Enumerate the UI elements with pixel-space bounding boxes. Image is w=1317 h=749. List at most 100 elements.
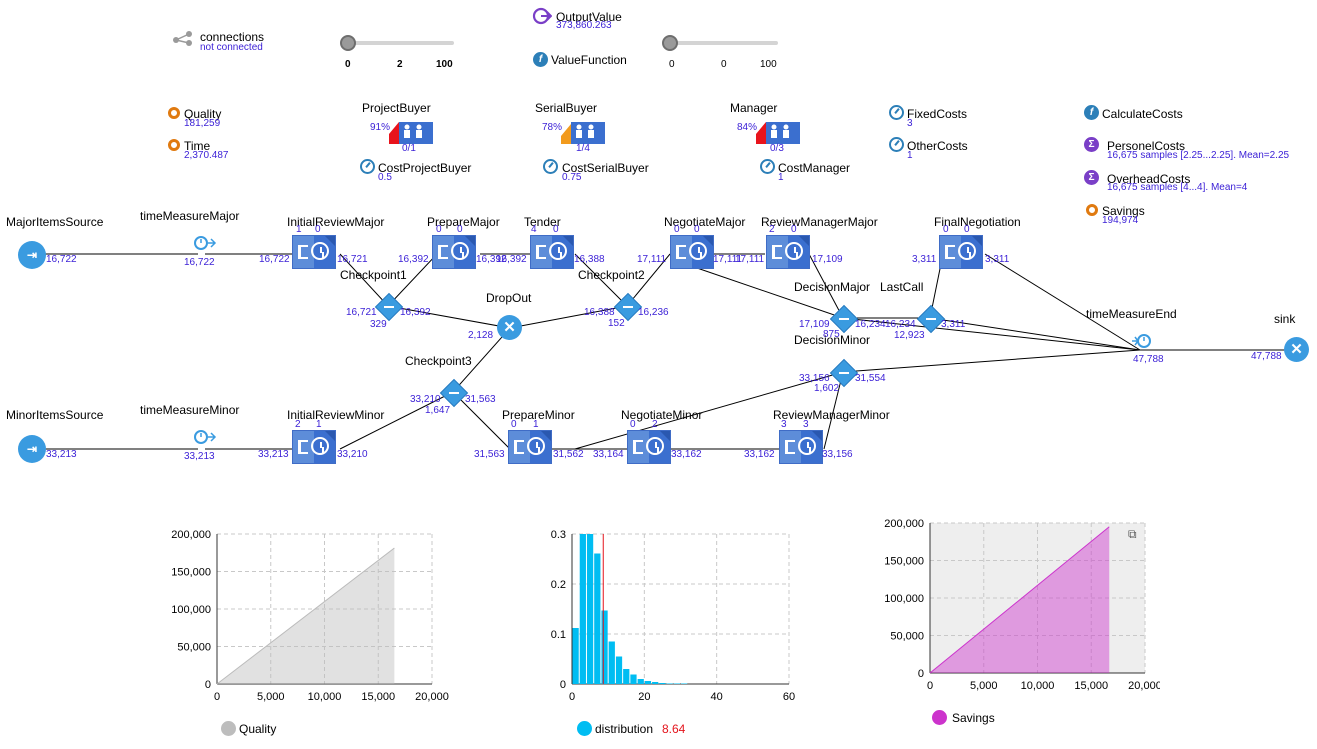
node-label: MinorItemsSource bbox=[6, 408, 104, 422]
slider-knob[interactable] bbox=[340, 35, 356, 51]
node-out: 33,210 bbox=[337, 449, 368, 460]
stat-value: 16,675 samples [2.25...2.25]. Mean=2.25 bbox=[1107, 150, 1290, 161]
area-series-line bbox=[929, 526, 1110, 674]
node-out: 16,388 bbox=[574, 254, 605, 265]
node-out: 33,162 bbox=[671, 449, 702, 460]
distribution-chart: 0 20 40 60 0 0.1 0.2 0.3 bbox=[551, 529, 795, 703]
delay-icon bbox=[766, 235, 810, 269]
node-out: 3,311 bbox=[985, 254, 1010, 265]
x-tick-label: 20,000 bbox=[1128, 680, 1160, 692]
variable-value: 3 bbox=[907, 118, 913, 129]
histogram-bar bbox=[673, 683, 680, 684]
histogram-bar bbox=[652, 682, 659, 684]
y-tick-label: 200,000 bbox=[171, 529, 211, 541]
y-tick-label: 0 bbox=[205, 679, 211, 691]
x-tick-label: 15,000 bbox=[361, 691, 395, 703]
variable-label: FixedCosts bbox=[907, 107, 968, 121]
delay-size: 3 bbox=[803, 419, 809, 430]
node-label: DecisionMajor bbox=[794, 280, 871, 294]
resource-pool-icon bbox=[389, 122, 433, 144]
histogram-bar bbox=[594, 553, 601, 684]
delay-icon bbox=[292, 235, 336, 269]
output-icon bbox=[532, 7, 552, 25]
x-tick-label: 60 bbox=[783, 691, 795, 703]
connections-title: connections bbox=[200, 30, 265, 44]
histogram-bar bbox=[601, 610, 608, 684]
node-out: 16,234 bbox=[855, 319, 886, 330]
delay-icon bbox=[670, 235, 714, 269]
slider-max: 100 bbox=[760, 59, 777, 70]
resource-label: SerialBuyer bbox=[535, 101, 598, 115]
node-in: 17,111 bbox=[637, 254, 667, 265]
delay-icon bbox=[627, 430, 671, 464]
slider-max: 100 bbox=[436, 59, 453, 70]
output-label: OutputValue bbox=[556, 10, 622, 24]
node-out: 31,563 bbox=[465, 394, 496, 405]
node-drop: 875 bbox=[823, 329, 840, 340]
node-drop: 1,647 bbox=[425, 405, 451, 416]
node-drop: 329 bbox=[370, 319, 387, 330]
node-label: ReviewManagerMinor bbox=[773, 408, 890, 422]
variable-value: 194,974 bbox=[1102, 215, 1139, 226]
node-label: FinalNegotiation bbox=[934, 215, 1021, 229]
resource-count: 0/3 bbox=[770, 143, 784, 154]
delay-size: 0 bbox=[964, 224, 970, 235]
node-drop: 12,923 bbox=[894, 330, 925, 341]
node-drop: 152 bbox=[608, 318, 625, 329]
node-out: 16,392 bbox=[400, 307, 431, 318]
legend-value: 8.64 bbox=[662, 722, 686, 736]
node-out: 16,721 bbox=[337, 254, 368, 265]
y-tick-label: 150,000 bbox=[884, 556, 924, 568]
resource-utilization: 84% bbox=[737, 122, 758, 133]
node-in: 16,392 bbox=[398, 254, 429, 265]
histogram-bar bbox=[608, 641, 615, 684]
variable-label: Savings bbox=[1102, 204, 1145, 218]
y-tick-label: 100,000 bbox=[171, 604, 211, 616]
stat-label: OverheadCosts bbox=[1107, 172, 1191, 186]
source-icon: ⇥ bbox=[18, 435, 46, 463]
x-tick-label: 10,000 bbox=[308, 691, 342, 703]
cost-icon bbox=[543, 159, 558, 174]
node-out: 17,111 bbox=[713, 254, 743, 265]
slider-value: 0 bbox=[721, 59, 727, 70]
queue-size: 0 bbox=[511, 419, 517, 430]
node-in: 16,234 bbox=[885, 319, 916, 330]
histogram-bar bbox=[579, 534, 586, 684]
node-label: timeMeasureEnd bbox=[1086, 307, 1177, 321]
node-count: 33,213 bbox=[46, 449, 77, 460]
slider-value: 2 bbox=[397, 59, 403, 70]
node-label: MajorItemsSource bbox=[6, 215, 104, 229]
function-icon: f bbox=[533, 52, 548, 67]
cost-label: CostProjectBuyer bbox=[378, 161, 472, 175]
node-out: 16,236 bbox=[638, 307, 669, 318]
node-out: 33,156 bbox=[822, 449, 853, 460]
node-label: PrepareMinor bbox=[502, 408, 575, 422]
y-tick-label: 0.3 bbox=[551, 529, 566, 541]
cost-icon bbox=[760, 159, 775, 174]
slider-min: 0 bbox=[669, 59, 675, 70]
histogram-bar bbox=[644, 681, 652, 684]
sink-icon: ✕ bbox=[497, 315, 522, 340]
node-out: 31,562 bbox=[553, 449, 584, 460]
node-label: timeMeasureMinor bbox=[140, 403, 240, 417]
resource-utilization: 91% bbox=[370, 122, 391, 133]
histogram-bar bbox=[659, 683, 666, 684]
cost-value: 0.5 bbox=[378, 172, 392, 183]
queue-size: 0 bbox=[674, 224, 680, 235]
time-measure-icon bbox=[1132, 334, 1151, 348]
resource-count: 1/4 bbox=[576, 143, 590, 154]
y-tick-label: 50,000 bbox=[890, 631, 924, 643]
node-label: PrepareMajor bbox=[427, 215, 500, 229]
flow-connections bbox=[31, 253, 1297, 450]
resource-utilization: 78% bbox=[542, 122, 563, 133]
node-label: NegotiateMinor bbox=[621, 408, 703, 422]
node-in: 17,111 bbox=[735, 254, 765, 265]
node-out: 17,109 bbox=[812, 254, 843, 265]
queue-size: 2 bbox=[769, 224, 775, 235]
y-tick-label: 200,000 bbox=[884, 518, 924, 530]
time-measure-icon bbox=[194, 236, 217, 250]
slider-knob[interactable] bbox=[662, 35, 678, 51]
delay-icon bbox=[432, 235, 476, 269]
y-tick-label: 0 bbox=[560, 679, 566, 691]
y-tick-label: 0.1 bbox=[551, 629, 566, 641]
